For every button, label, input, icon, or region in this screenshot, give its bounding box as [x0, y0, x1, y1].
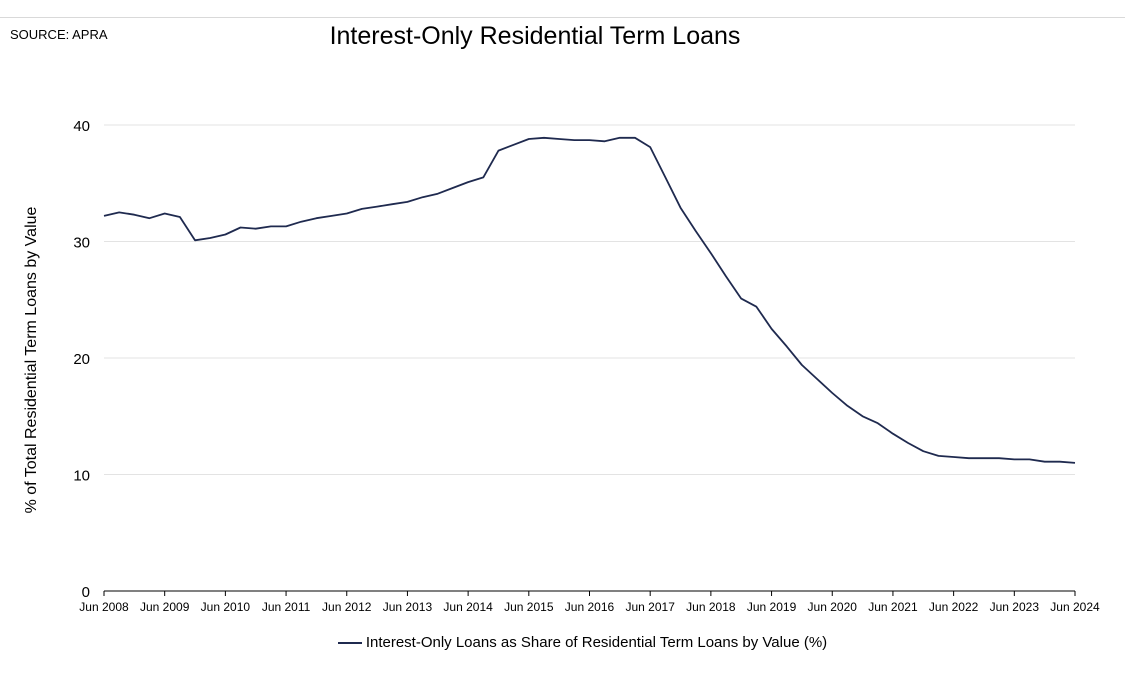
x-tick-label: Jun 2024 — [1050, 600, 1100, 614]
x-tick-label: Jun 2022 — [929, 600, 979, 614]
x-tick-label: Jun 2014 — [443, 600, 493, 614]
legend-swatch — [337, 641, 362, 644]
legend-label: Interest-Only Loans as Share of Resident… — [365, 634, 828, 651]
x-tick-label: Jun 2019 — [747, 600, 797, 614]
legend: Interest-Only Loans as Share of Resident… — [0, 634, 1125, 651]
x-tick-label: Jun 2018 — [686, 600, 736, 614]
x-tick-label: Jun 2017 — [625, 600, 675, 614]
x-tick-label: Jun 2008 — [79, 600, 129, 614]
x-tick-label: Jun 2013 — [383, 600, 433, 614]
chart-title: Interest-Only Residential Term Loans — [329, 22, 741, 50]
x-tick-label: Jun 2011 — [262, 600, 311, 614]
y-tick-label: 40 — [73, 118, 90, 135]
y-tick-label: 0 — [82, 584, 90, 601]
y-tick-label: 30 — [73, 235, 90, 252]
x-tick-label: Jun 2009 — [140, 600, 190, 614]
series-line-interest-only — [103, 136, 1076, 464]
x-tick-label: Jun 2020 — [808, 600, 858, 614]
x-tick-label: Jun 2012 — [322, 600, 372, 614]
x-tick-label: Jun 2021 — [868, 600, 918, 614]
y-tick-label: 10 — [73, 468, 90, 485]
x-tick-label: Jun 2016 — [565, 600, 615, 614]
source-label: SOURCE: APRA — [10, 27, 108, 42]
y-tick-label: 20 — [73, 351, 90, 368]
x-tick-label: Jun 2015 — [504, 600, 554, 614]
x-tick-label: Jun 2023 — [990, 600, 1040, 614]
x-tick-label: Jun 2010 — [201, 600, 251, 614]
top-divider — [0, 17, 1125, 18]
